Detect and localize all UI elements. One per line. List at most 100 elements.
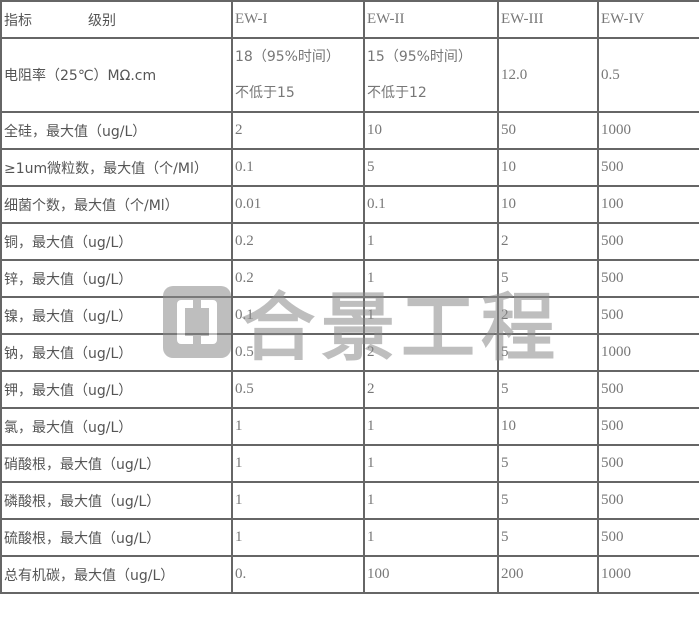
value-cell: 15（95%时间） 不低于12 — [363, 37, 499, 113]
table-row: 锌，最大值（ug/L） 0.2 1 5 500 — [0, 259, 699, 298]
value-cell: 200 — [497, 555, 599, 594]
value-cell: 1000 — [597, 333, 699, 372]
value-cell: 10 — [497, 185, 599, 224]
value-text: 0.01 — [235, 196, 262, 212]
value-cell: 1 — [231, 444, 365, 483]
value-text: 1 — [367, 418, 375, 434]
value-text: 500 — [601, 159, 624, 175]
value-cell: 500 — [597, 296, 699, 335]
value-text: 18（95%时间） — [235, 49, 340, 65]
indicator-cell: 镍，最大值（ug/L） — [0, 296, 233, 335]
indicator-cell: 磷酸根，最大值（ug/L） — [0, 481, 233, 520]
value-cell: 500 — [597, 444, 699, 483]
value-cell: 12.0 — [497, 37, 599, 113]
value-cell: 1 — [363, 222, 499, 261]
value-text: 0.2 — [235, 233, 254, 249]
value-text: 1 — [367, 307, 375, 323]
value-cell: 2 — [497, 222, 599, 261]
value-text: 5 — [501, 344, 509, 360]
value-text: 2 — [367, 344, 375, 360]
value-cell: 0.2 — [231, 259, 365, 298]
value-text: 1 — [367, 270, 375, 286]
table-row: 全硅，最大值（ug/L） 2 10 50 1000 — [0, 111, 699, 150]
value-text: 100 — [601, 196, 624, 212]
value-text: 不低于12 — [367, 85, 427, 101]
value-text: 0.2 — [235, 270, 254, 286]
value-text: 1000 — [601, 122, 631, 138]
value-cell: 100 — [363, 555, 499, 594]
indicator-cell: 细菌个数，最大值（个/Ml） — [0, 185, 233, 224]
indicator-label: 指标 — [4, 12, 32, 29]
value-text: 1 — [367, 455, 375, 471]
value-cell: 0.1 — [231, 148, 365, 187]
value-cell: 5 — [363, 148, 499, 187]
value-cell: 0.1 — [231, 296, 365, 335]
indicator-cell: 钠，最大值（ug/L） — [0, 333, 233, 372]
indicator-cell: 电阻率（25℃）MΩ.cm — [0, 37, 233, 113]
value-cell: 5 — [497, 518, 599, 557]
header-col: EW-III — [497, 0, 599, 39]
indicator-cell: 氯，最大值（ug/L） — [0, 407, 233, 446]
value-text: 0. — [235, 566, 247, 582]
value-cell: 100 — [597, 185, 699, 224]
value-cell: 500 — [597, 481, 699, 520]
value-cell: 0. — [231, 555, 365, 594]
table-row: 磷酸根，最大值（ug/L） 1 1 5 500 — [0, 481, 699, 520]
indicator-cell: 硝酸根，最大值（ug/L） — [0, 444, 233, 483]
value-cell: 10 — [497, 407, 599, 446]
indicator-cell: 全硅，最大值（ug/L） — [0, 111, 233, 150]
value-text: 1000 — [601, 566, 631, 582]
value-cell: 500 — [597, 148, 699, 187]
value-text: 100 — [367, 566, 390, 582]
value-cell: 1 — [363, 259, 499, 298]
value-text: 1000 — [601, 344, 631, 360]
value-text: 500 — [601, 270, 624, 286]
value-text: 2 — [235, 122, 243, 138]
table-row: 硫酸根，最大值（ug/L） 1 1 5 500 — [0, 518, 699, 557]
value-cell: 500 — [597, 259, 699, 298]
value-cell: 2 — [231, 111, 365, 150]
value-cell: 10 — [497, 148, 599, 187]
value-cell: 2 — [497, 296, 599, 335]
value-cell: 10 — [363, 111, 499, 150]
value-text: 2 — [501, 233, 509, 249]
value-cell: 1000 — [597, 555, 699, 594]
value-cell: 1 — [231, 518, 365, 557]
value-cell: 1 — [363, 518, 499, 557]
value-text: 10 — [367, 122, 382, 138]
value-text: 5 — [501, 270, 509, 286]
value-cell: 0.5 — [231, 333, 365, 372]
value-cell: 1 — [231, 481, 365, 520]
header-col: EW-IV — [597, 0, 699, 39]
table-row: 钠，最大值（ug/L） 0.5 2 5 1000 — [0, 333, 699, 372]
value-cell: 1 — [363, 444, 499, 483]
value-text: 500 — [601, 418, 624, 434]
header-col: EW-II — [363, 0, 499, 39]
value-cell: 5 — [497, 481, 599, 520]
value-cell: 500 — [597, 518, 699, 557]
value-cell: 1 — [363, 407, 499, 446]
value-cell: 0.2 — [231, 222, 365, 261]
indicator-cell: 硫酸根，最大值（ug/L） — [0, 518, 233, 557]
value-cell: 5 — [497, 444, 599, 483]
indicator-cell: 铜，最大值（ug/L） — [0, 222, 233, 261]
value-text: 1 — [235, 529, 243, 545]
grade-label: 级别 — [88, 12, 116, 29]
value-cell: 1000 — [597, 111, 699, 150]
value-text: 10 — [501, 196, 516, 212]
value-text: 1 — [367, 492, 375, 508]
value-text: 500 — [601, 492, 624, 508]
value-cell: 50 — [497, 111, 599, 150]
value-text: 2 — [367, 381, 375, 397]
value-cell: 0.5 — [231, 370, 365, 409]
table-row: 电阻率（25℃）MΩ.cm 18（95%时间） 不低于15 15（95%时间） 不低于1… — [0, 37, 699, 113]
value-cell: 0.5 — [597, 37, 699, 113]
value-text: 10 — [501, 159, 516, 175]
value-cell: 1 — [231, 407, 365, 446]
table-row: 细菌个数，最大值（个/Ml） 0.01 0.1 10 100 — [0, 185, 699, 224]
value-text: 1 — [367, 233, 375, 249]
table-row: 总有机碳，最大值（ug/L） 0. 100 200 1000 — [0, 555, 699, 594]
indicator-cell: ≥1um微粒数，最大值（个/Ml） — [0, 148, 233, 187]
value-text: 0.1 — [235, 159, 254, 175]
value-cell: 1 — [363, 296, 499, 335]
